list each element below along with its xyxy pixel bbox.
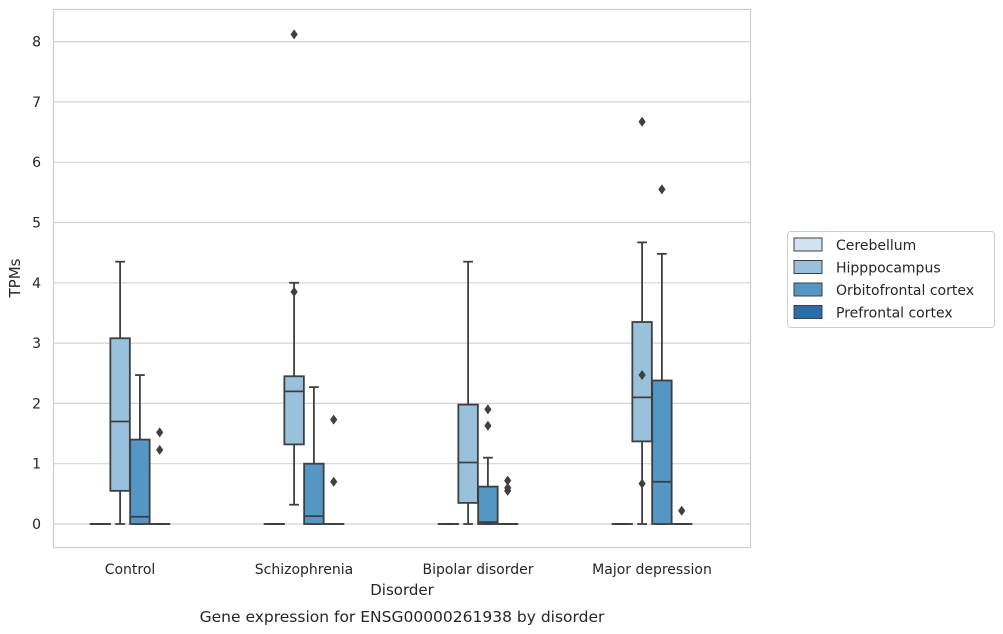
legend-label: Hipppocampus bbox=[836, 261, 941, 277]
y-tick-label: 3 bbox=[32, 336, 41, 352]
y-tick-label: 0 bbox=[32, 517, 41, 533]
box bbox=[129, 438, 151, 525]
y-tick-label: 7 bbox=[32, 95, 41, 111]
legend-item: Cerebellum bbox=[793, 237, 916, 254]
y-tick-label: 4 bbox=[32, 276, 41, 292]
box-group bbox=[477, 404, 499, 525]
outlier-point bbox=[484, 420, 492, 431]
box-group bbox=[149, 427, 171, 525]
legend-swatch bbox=[793, 282, 823, 297]
y-axis-label: TPMs bbox=[6, 258, 24, 298]
x-axis-label: Disorder bbox=[370, 581, 434, 599]
legend-swatch bbox=[793, 260, 823, 274]
y-tick-label: 8 bbox=[32, 35, 41, 51]
x-tick-labels: Control Schizophrenia Bipolar disorder Majo… bbox=[105, 562, 712, 578]
box-group bbox=[283, 29, 305, 506]
legend-swatch bbox=[793, 237, 823, 252]
legend-swatch bbox=[793, 305, 823, 319]
gridlines bbox=[54, 40, 750, 525]
outlier-point bbox=[290, 286, 298, 297]
legend-item: Hipppocampus bbox=[793, 260, 941, 277]
box-group bbox=[109, 260, 131, 525]
outlier-point bbox=[638, 478, 646, 489]
y-tick-label: 1 bbox=[32, 457, 41, 473]
box bbox=[477, 485, 499, 525]
x-tick-label: Control bbox=[105, 562, 156, 578]
outlier-point bbox=[484, 404, 492, 415]
box bbox=[283, 375, 305, 446]
outlier-point bbox=[678, 505, 686, 516]
outlier-point bbox=[330, 414, 338, 425]
box-group bbox=[323, 414, 345, 525]
outlier-point bbox=[638, 116, 646, 127]
box bbox=[109, 337, 131, 492]
boxes bbox=[89, 29, 693, 525]
legend-item: Orbitofrontal cortex bbox=[793, 282, 974, 299]
box-group bbox=[303, 386, 325, 525]
legend-item: Prefrontal cortex bbox=[793, 305, 953, 322]
x-tick-label: Schizophrenia bbox=[255, 562, 353, 578]
outlier-point bbox=[504, 475, 512, 486]
outlier-point bbox=[658, 184, 666, 195]
outlier-point bbox=[330, 476, 338, 487]
plot-frame bbox=[52, 8, 752, 549]
legend-frame bbox=[787, 231, 995, 328]
outlier-point bbox=[638, 370, 646, 381]
x-tick-label: Bipolar disorder bbox=[422, 562, 533, 578]
legend: Cerebellum Hipppocampus Orbitofrontal cort… bbox=[787, 231, 995, 328]
box-group bbox=[497, 475, 519, 525]
chart-caption: Gene expression for ENSG00000261938 by d… bbox=[200, 608, 605, 626]
x-tick-label: Major depression bbox=[592, 562, 712, 578]
box-group bbox=[651, 184, 673, 525]
box-group bbox=[631, 116, 653, 525]
box bbox=[631, 321, 653, 443]
box-group bbox=[129, 374, 151, 525]
y-tick-label: 6 bbox=[32, 155, 41, 171]
legend-items: Cerebellum Hipppocampus Orbitofrontal cort… bbox=[793, 237, 974, 322]
outlier-point bbox=[504, 485, 512, 496]
y-tick-labels: 0 1 2 3 4 5 6 7 8 bbox=[32, 35, 41, 533]
box bbox=[457, 403, 479, 504]
box bbox=[303, 462, 325, 525]
box bbox=[651, 379, 673, 525]
y-tick-label: 2 bbox=[32, 396, 41, 412]
legend-label: Prefrontal cortex bbox=[836, 306, 953, 322]
box-group bbox=[457, 260, 479, 525]
box-group bbox=[671, 505, 693, 525]
outlier-point bbox=[290, 29, 298, 40]
outlier-point bbox=[156, 444, 164, 455]
legend-label: Cerebellum bbox=[836, 238, 916, 254]
outlier-point bbox=[156, 427, 164, 438]
y-tick-label: 5 bbox=[32, 216, 41, 232]
legend-label: Orbitofrontal cortex bbox=[836, 283, 974, 299]
